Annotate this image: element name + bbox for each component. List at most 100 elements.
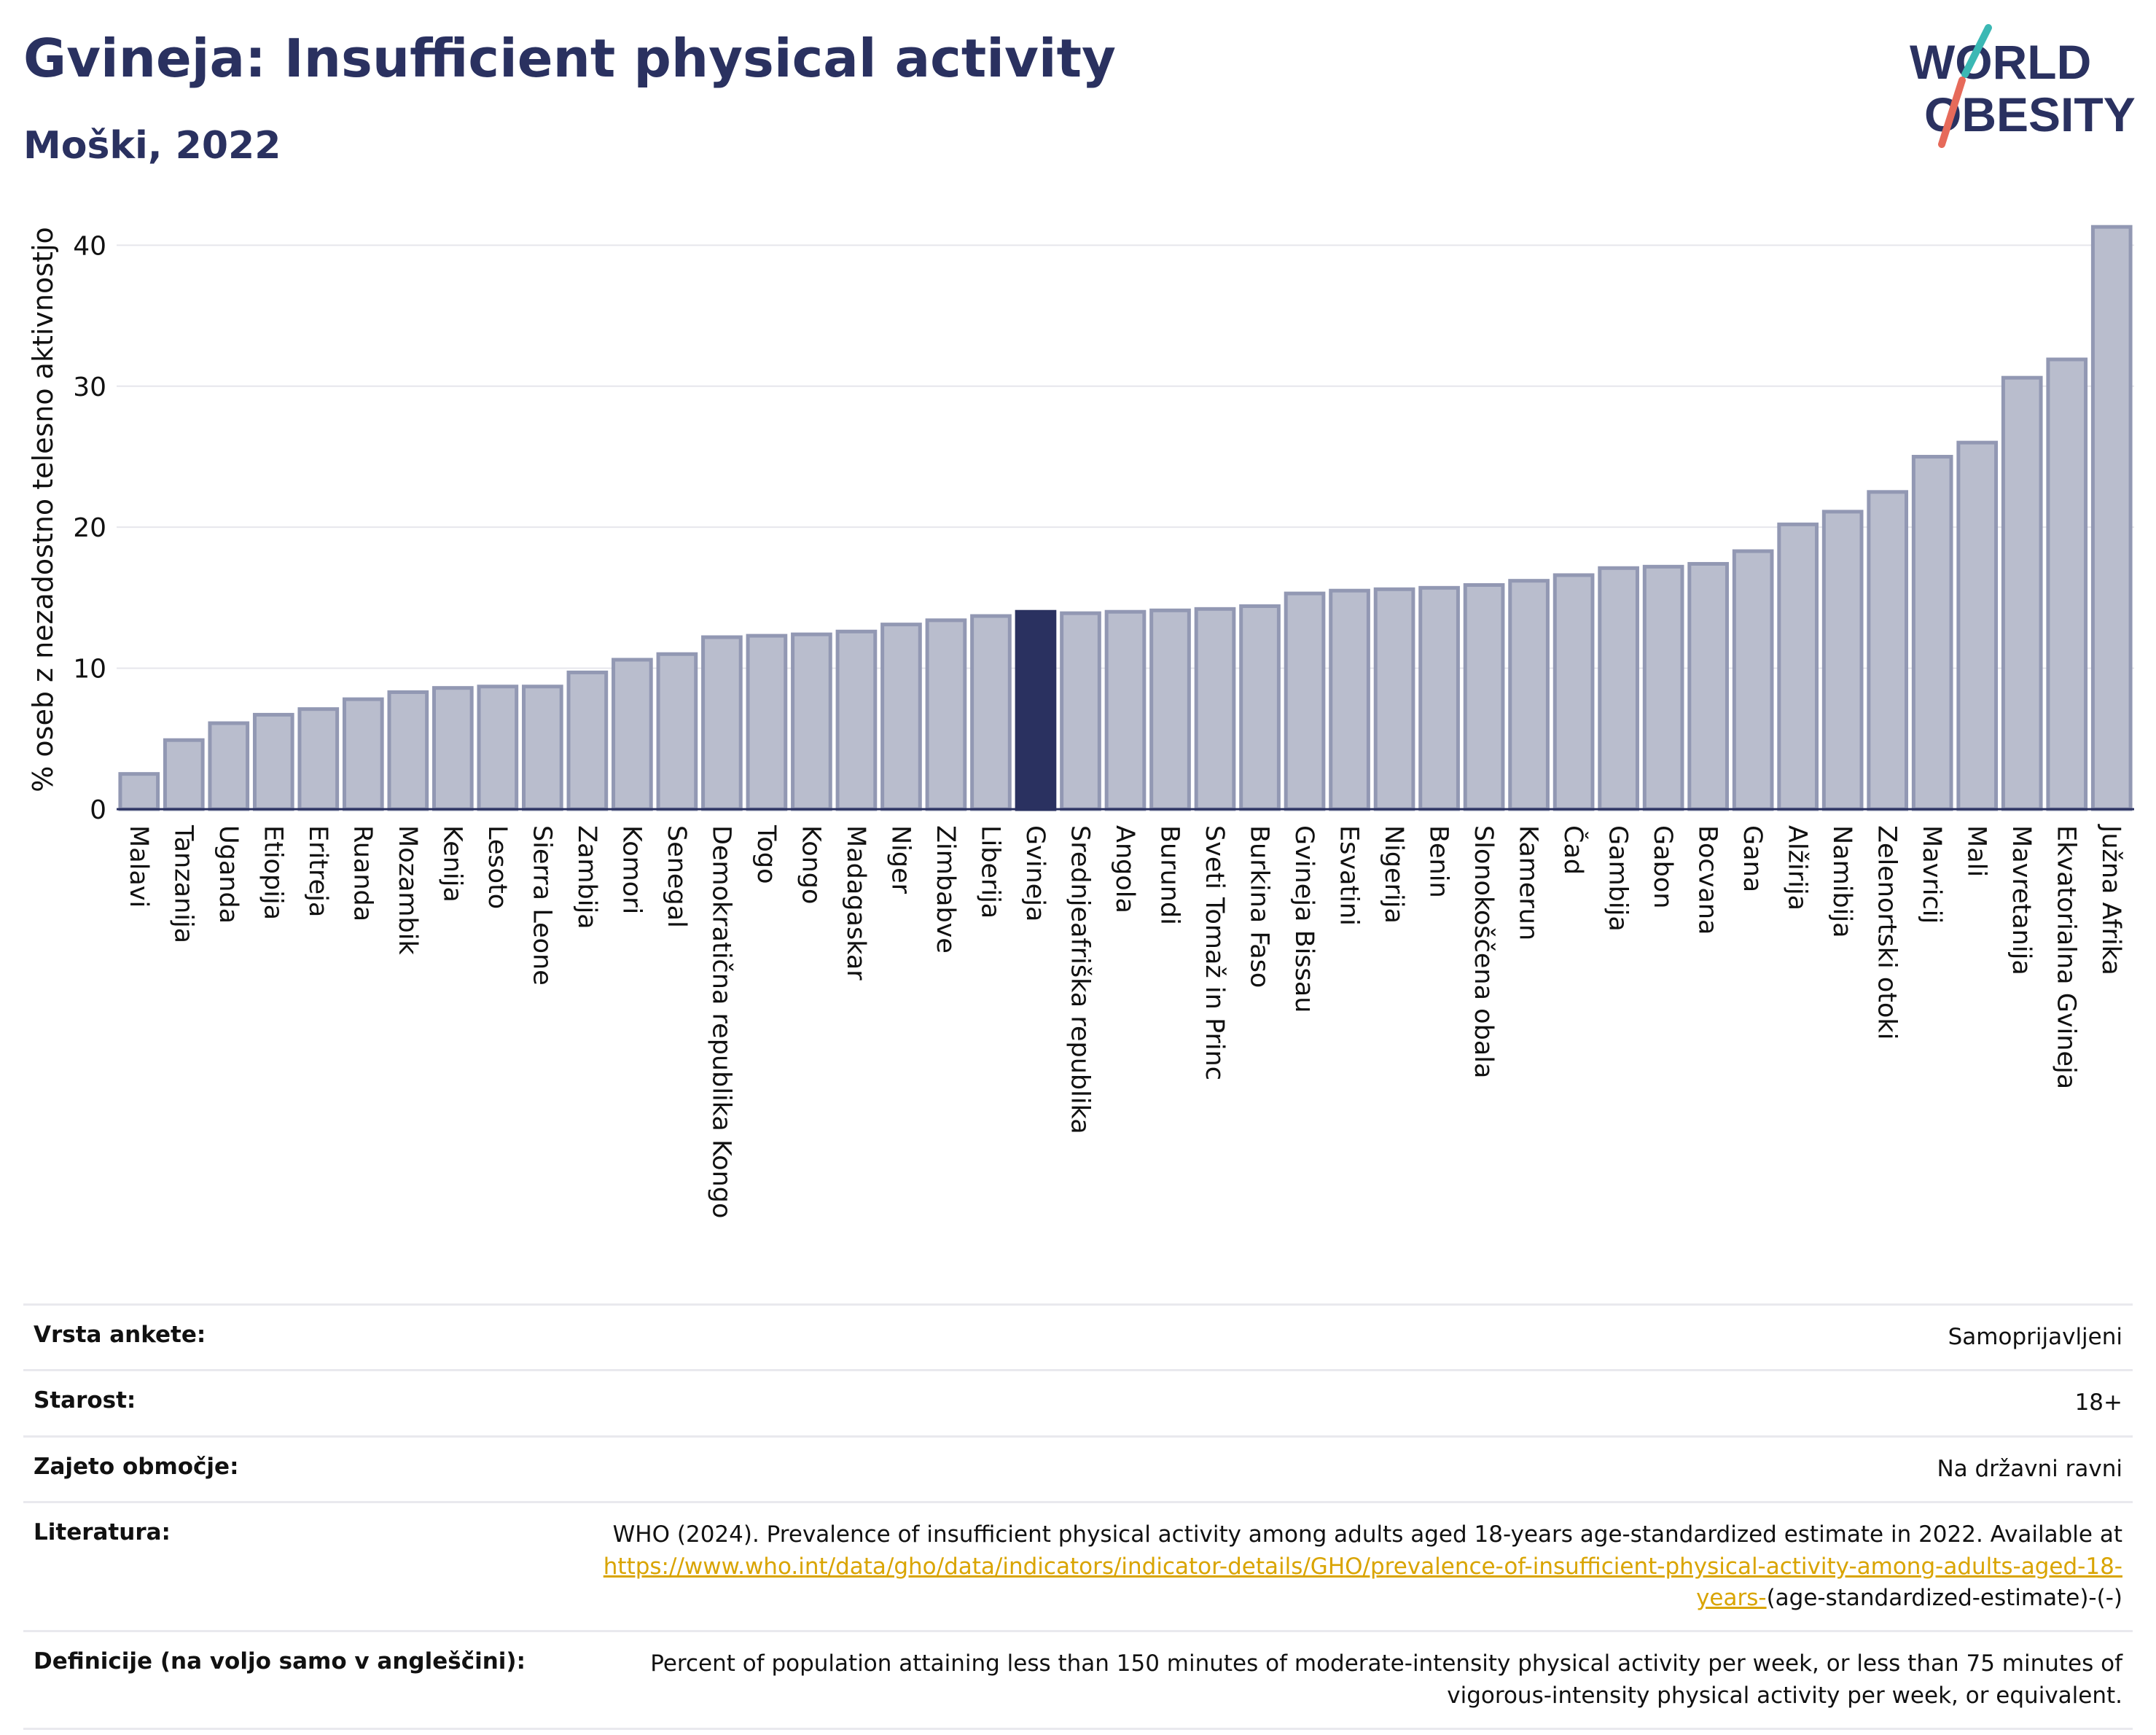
x-tick-label: Gana — [1738, 825, 1767, 892]
bar — [791, 632, 832, 811]
bar — [1284, 591, 1326, 811]
bar — [208, 721, 250, 811]
bar — [1956, 440, 1999, 811]
bar — [566, 670, 609, 811]
bar — [1777, 522, 1819, 811]
bar — [701, 635, 743, 811]
x-tick-label: Burkina Faso — [1245, 825, 1274, 988]
x-tick-label: Gambija — [1604, 825, 1633, 932]
bar — [1104, 609, 1147, 811]
bar — [163, 738, 205, 811]
bar — [1508, 579, 1550, 811]
x-tick-label: Zelenortski otoki — [1872, 825, 1902, 1040]
literature-label: Literatura: — [23, 1501, 554, 1631]
x-tick-label: Esvatini — [1335, 825, 1364, 926]
x-tick-label: Namibija — [1827, 825, 1856, 938]
x-tick-label: Senegal — [662, 825, 691, 928]
bar-chart: 0 10 20 30 40 Malavi Tanzanija Uganda Etiopija E… — [27, 225, 2134, 1218]
info-table: Vrsta ankete: Samoprijavljeni Starost: 1… — [23, 1303, 2133, 1731]
bar — [612, 658, 653, 811]
bar — [1149, 608, 1191, 811]
x-tick-label: Sierra Leone — [527, 825, 556, 986]
bar — [1867, 490, 1909, 811]
x-tick-label: Mozambik — [393, 825, 422, 955]
x-tick-label: Kenija — [437, 825, 466, 902]
x-tick-label: Lesoto — [483, 825, 512, 909]
survey-label: Vrsta ankete: — [23, 1303, 554, 1371]
x-tick-label: Eritreja — [303, 825, 332, 917]
literature-suffix: (age-standardized-estimate)-(-) — [1766, 1584, 2122, 1611]
x-tick-label: Etiopija — [258, 825, 287, 920]
survey-value: Samoprijavljeni — [554, 1303, 2133, 1371]
logo-line1: WORLD — [1910, 35, 2091, 89]
literature-link[interactable]: https://www.who.int/data/gho/data/indica… — [603, 1553, 2122, 1611]
bar — [252, 712, 294, 811]
x-tick-label: Mali — [1962, 825, 1991, 877]
y-tick-labels: 0 10 20 30 40 — [73, 231, 106, 825]
x-tick-label: Čad — [1558, 825, 1589, 875]
info-row-age: Starost: 18+ — [23, 1369, 2133, 1437]
bar — [1687, 561, 1729, 811]
bar — [1060, 611, 1101, 811]
x-tick-label: Gvineja Bissau — [1289, 825, 1319, 1013]
bar — [118, 772, 160, 811]
x-tick-label: Kamerun — [1514, 825, 1543, 940]
x-tick-label: Zimbabve — [931, 825, 960, 954]
x-tick-label: Bocvana — [1693, 825, 1722, 935]
x-tick-label: Angola — [1110, 825, 1139, 913]
y-tick-label: 30 — [73, 373, 106, 402]
literature-value: WHO (2024). Prevalence of insufficient p… — [554, 1501, 2133, 1631]
x-tick-label: Niger — [886, 825, 915, 894]
x-tick-label: Uganda — [214, 825, 243, 924]
x-tick-label: Gabon — [1648, 825, 1677, 908]
bar — [656, 652, 698, 811]
bar — [1821, 510, 1864, 811]
info-row-survey: Vrsta ankete: Samoprijavljeni — [23, 1303, 2133, 1371]
bar — [1598, 566, 1639, 811]
bar — [1194, 607, 1236, 811]
bar — [1329, 588, 1370, 811]
chart-subtitle: Moški, 2022 — [23, 124, 281, 168]
x-tick-label: Ekvatorialna Gvineja — [2052, 825, 2081, 1089]
bar — [746, 633, 788, 811]
bar — [1239, 604, 1281, 811]
logo-slash-coral — [1938, 77, 1966, 148]
bar — [1552, 573, 1595, 811]
x-tick-label: Mavretanija — [2007, 825, 2036, 975]
bar — [522, 685, 563, 811]
age-value: 18+ — [554, 1369, 2133, 1437]
x-tick-label: Južna Afrika — [2096, 824, 2125, 975]
bar — [2090, 225, 2133, 811]
bar — [1732, 549, 1774, 811]
x-tick-label: Ruanda — [348, 825, 377, 921]
y-axis-label: % oseb z nezadostno telesno aktivnostjo — [27, 227, 59, 792]
coverage-label: Zajeto območje: — [23, 1435, 554, 1502]
bar — [1418, 585, 1460, 811]
x-tick-label: Tanzanija — [168, 824, 198, 943]
x-tick-label: Zambija — [572, 825, 601, 929]
literature-text: WHO (2024). Prevalence of insufficient p… — [612, 1521, 2122, 1548]
x-tick-label: Mavricij — [1917, 825, 1946, 924]
bar — [1373, 587, 1415, 811]
x-tick-label: Gvineja — [1020, 825, 1050, 921]
bar — [342, 697, 384, 811]
bar — [970, 614, 1012, 811]
x-tick-label: Togo — [751, 824, 781, 884]
x-tick-label: Madagaskar — [841, 825, 870, 980]
bar — [387, 690, 429, 811]
bar — [431, 686, 474, 811]
bar — [835, 629, 878, 811]
bar — [1463, 582, 1505, 811]
bars — [118, 225, 2133, 811]
x-tick-label: Nigerija — [1379, 825, 1408, 924]
bar — [925, 618, 967, 811]
bar — [2046, 357, 2088, 811]
x-tick-label: Alžirija — [1783, 825, 1812, 911]
info-row-coverage: Zajeto območje: Na državni ravni — [23, 1435, 2133, 1502]
y-tick-label: 20 — [73, 513, 106, 543]
age-label: Starost: — [23, 1369, 554, 1437]
x-tick-label: Srednjeafriška republika — [1065, 825, 1094, 1134]
x-tick-label: Benin — [1424, 825, 1453, 898]
x-tick-label: Sveti Tomaž in Princ — [1200, 825, 1229, 1080]
x-tick-label: Komori — [617, 825, 646, 914]
